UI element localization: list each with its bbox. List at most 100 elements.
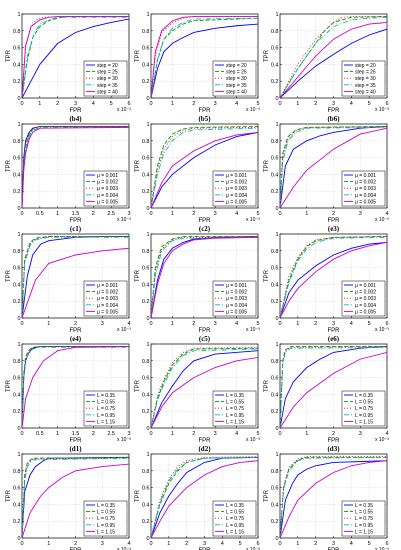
chart-panel-b5: 0 1 2 3 4 5 0 0.2 0.4 0.6 0.8 1 x 10⁻³ FPR TPR step = 2… <box>135 12 260 123</box>
x-exponent-label: x 10⁻³ <box>117 107 131 113</box>
x-tick-label: 0 <box>278 211 281 217</box>
x-tick-label: 2.5 <box>107 211 115 217</box>
series-line-2 <box>22 126 129 208</box>
y-tick-label: 0.2 <box>142 409 150 415</box>
y-tick-label: 1 <box>275 122 278 128</box>
legend-entry: μ = 0.002 <box>355 180 376 186</box>
legend-box <box>341 390 386 427</box>
legend-entry: L = 1.15 <box>355 529 373 535</box>
legend-entry: step = 20 <box>226 63 247 69</box>
x-tick-label: 2 <box>74 541 77 547</box>
series-line-4 <box>280 236 387 318</box>
x-tick-label: 0 <box>278 101 281 107</box>
x-exponent-label: x 10⁻³ <box>117 217 131 223</box>
x-tick-label: 0 <box>149 431 152 437</box>
plot-frame <box>150 233 259 319</box>
series-line-1 <box>280 28 387 98</box>
series-line-3 <box>151 126 258 208</box>
legend-entry: L = 1.15 <box>97 529 115 535</box>
legend-box <box>212 60 257 97</box>
legend-entry: L = 1.15 <box>226 419 244 425</box>
x-tick-label: 1 <box>296 321 299 327</box>
x-tick-label: 2 <box>314 321 317 327</box>
legend-entry: μ = 0.004 <box>226 303 247 309</box>
series-line-5 <box>280 351 387 428</box>
y-tick-label: 1 <box>17 12 20 18</box>
legend-box <box>341 60 386 97</box>
chart-panel-d2: 0 1 2 3 4 5 0 0.2 0.4 0.6 0.8 1 x 10⁻³ FPR TPR L = 0.35… <box>135 342 260 453</box>
legend-entry: μ = 0.003 <box>226 296 247 302</box>
series-line-3 <box>22 236 129 318</box>
y-tick-label: 0.6 <box>271 156 279 162</box>
legend-entry: L = 0.35 <box>97 503 115 509</box>
x-tick-label: 0 <box>149 101 152 107</box>
legend-entry: step = 30 <box>97 76 118 82</box>
x-tick-label: 1 <box>47 321 50 327</box>
x-axis-label: FPR <box>70 548 83 550</box>
panel-label: (e3) <box>328 225 340 233</box>
x-tick-label: 2 <box>192 211 195 217</box>
series-line-4 <box>151 17 258 98</box>
legend-box <box>341 500 386 537</box>
y-tick-label: 0 <box>17 536 20 542</box>
x-tick-label: 3 <box>203 541 206 547</box>
chart-panel-e5: 0 1 2 3 4 5 0 0.2 0.4 0.6 0.8 1 x 10⁻³ FPR TPR μ = 0.00… <box>135 232 260 343</box>
y-tick-label: 0.4 <box>142 502 150 508</box>
chart-panel-b4: 0 1 2 3 4 5 6 0 0.2 0.4 0.6 0.8 1 x 10⁻³ FPR TPR step = … <box>6 12 131 123</box>
x-tick-label: 2 <box>332 211 335 217</box>
legend-box <box>212 280 257 317</box>
legend-entry: L = 0.95 <box>355 413 373 419</box>
legend-entry: μ = 0.001 <box>355 283 376 289</box>
y-tick-label: 0.4 <box>271 172 279 178</box>
y-tick-label: 0.6 <box>13 486 21 492</box>
y-axis-label: TPR <box>264 269 270 282</box>
y-tick-label: 0.6 <box>13 156 21 162</box>
x-tick-label: 4 <box>235 431 238 437</box>
y-tick-label: 0 <box>275 536 278 542</box>
series-line-5 <box>151 356 258 428</box>
series-line-5 <box>22 463 129 538</box>
series-line-4 <box>22 236 129 318</box>
legend-entry: μ = 0.001 <box>355 173 376 179</box>
legend-entry: μ = 0.005 <box>97 309 118 315</box>
series-line-4 <box>22 16 129 98</box>
panel-label: (c1) <box>70 225 82 233</box>
legend-entry: step = 35 <box>226 83 247 89</box>
y-tick-label: 1 <box>146 12 149 18</box>
x-tick-label: 5 <box>239 541 242 547</box>
x-axis-label: FPR <box>199 328 212 334</box>
y-tick-label: 0 <box>275 206 278 212</box>
y-tick-label: 0.4 <box>13 172 21 178</box>
series-line-5 <box>151 16 258 98</box>
series-line-4 <box>280 346 387 428</box>
legend-entry: L = 0.75 <box>226 516 244 522</box>
series-line-2 <box>280 236 387 318</box>
y-tick-label: 0.2 <box>271 519 279 525</box>
y-tick-label: 0 <box>275 316 278 322</box>
y-axis-label: TPR <box>6 379 12 392</box>
series-line-1 <box>280 460 387 538</box>
panel-label: (c2) <box>199 225 211 233</box>
legend-entry: L = 0.75 <box>226 406 244 412</box>
legend-entry: L = 0.35 <box>226 393 244 399</box>
legend-entry: μ = 0.001 <box>97 173 118 179</box>
legend-entry: μ = 0.001 <box>226 173 247 179</box>
y-axis-label: TPR <box>264 379 270 392</box>
chart-panel-c3: 0 1 2 3 4 0 0.2 0.4 0.6 0.8 1 x 10⁻³ FPR TPR μ = 0.001… <box>264 122 389 233</box>
panel-label: (e4) <box>70 335 82 343</box>
legend-box <box>341 280 386 317</box>
x-exponent-label: x 10⁻³ <box>246 437 260 443</box>
y-tick-label: 0.2 <box>142 189 150 195</box>
y-tick-label: 0.6 <box>142 156 150 162</box>
legend-entry: L = 0.55 <box>97 400 115 406</box>
x-exponent-label: x 10⁻³ <box>246 547 260 550</box>
legend-entry: μ = 0.003 <box>355 186 376 192</box>
x-tick-label: 5 <box>368 101 371 107</box>
y-tick-label: 0.4 <box>142 392 150 398</box>
x-tick-label: 0.5 <box>36 431 44 437</box>
y-tick-label: 0.2 <box>13 189 21 195</box>
series-line-3 <box>151 456 258 538</box>
series-line-5 <box>151 236 258 318</box>
y-tick-label: 0.4 <box>13 282 21 288</box>
